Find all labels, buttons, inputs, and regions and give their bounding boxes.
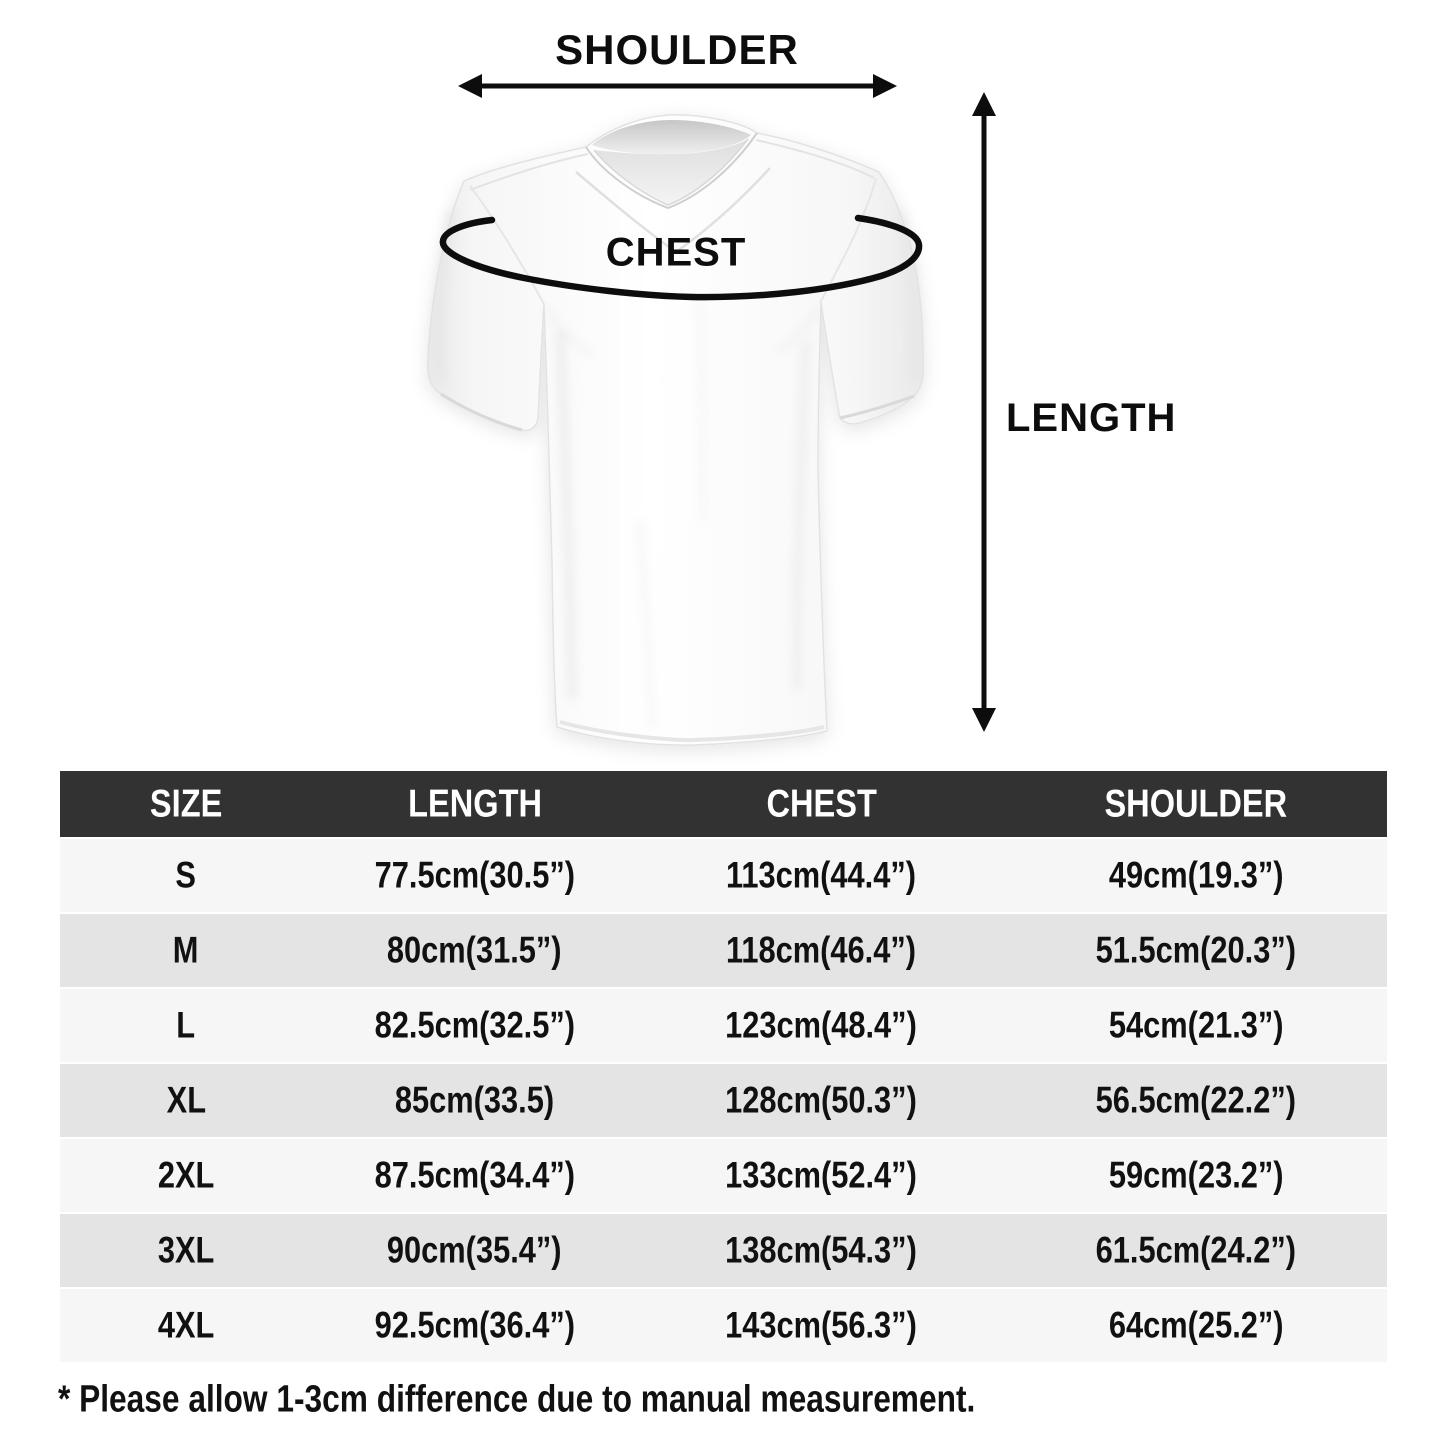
cell-size-text: 3XL [157,1229,215,1271]
cell-size: S [60,854,312,896]
chest-measure-tape [439,214,923,301]
cell-length-text: 92.5cm(36.4”) [374,1304,575,1346]
cell-length-text: 90cm(35.4”) [387,1229,562,1271]
cell-shoulder-text: 59cm(23.2”) [1108,1154,1284,1196]
cell-size-text: 2XL [157,1154,215,1196]
cell-chest: 143cm(56.3”) [637,1304,1005,1346]
cell-size-text: S [175,854,197,896]
cell-chest-text: 118cm(46.4”) [726,929,917,971]
cell-chest: 128cm(50.3”) [637,1079,1005,1121]
cell-chest-text: 128cm(50.3”) [725,1079,918,1121]
cell-length-text: 85cm(33.5) [395,1079,555,1121]
cell-shoulder: 51.5cm(20.3”) [1005,929,1387,971]
cell-size: L [60,1004,312,1046]
shirt-diagram-canvas [426,74,996,746]
cell-chest: 113cm(44.4”) [637,854,1005,896]
cell-length: 80cm(31.5”) [312,929,637,971]
cell-size: M [60,929,312,971]
cell-shoulder: 49cm(19.3”) [1005,854,1387,896]
size-table-body: S 77.5cm(30.5”) 113cm(44.4”) 49cm(19.3”)… [60,837,1387,1362]
cell-shoulder-text: 56.5cm(22.2”) [1096,1079,1297,1121]
shirt-measurement-diagram: SHOULDER CHEST LENGTH [426,26,1177,746]
shoulder-arrow [458,74,897,98]
column-header-chest: CHEST [637,781,1005,826]
cell-size: 2XL [60,1154,312,1196]
chest-label: CHEST [605,230,747,275]
cell-shoulder: 61.5cm(24.2”) [1005,1229,1387,1271]
cell-chest-text: 138cm(54.3”) [725,1229,918,1271]
cell-length: 77.5cm(30.5”) [312,854,637,896]
cell-length-text: 77.5cm(30.5”) [374,854,575,896]
table-row: S 77.5cm(30.5”) 113cm(44.4”) 49cm(19.3”) [60,837,1387,912]
table-row: 2XL 87.5cm(34.4”) 133cm(52.4”) 59cm(23.2… [60,1137,1387,1212]
size-table: SIZE LENGTH CHEST SHOULDER S 77.5cm(30.5… [60,771,1387,1362]
table-row: M 80cm(31.5”) 118cm(46.4”) 51.5cm(20.3”) [60,912,1387,987]
column-header-chest-label: CHEST [766,781,877,826]
cell-chest-text: 113cm(44.4”) [726,854,917,896]
column-header-size-label: SIZE [149,781,223,826]
cell-length: 85cm(33.5) [312,1079,637,1121]
column-header-length-label: LENGTH [407,781,542,826]
cell-chest: 138cm(54.3”) [637,1229,1005,1271]
fabric-folds [435,209,919,731]
column-header-shoulder: SHOULDER [1005,781,1387,826]
column-header-size: SIZE [60,781,312,826]
cell-shoulder-text: 64cm(25.2”) [1108,1304,1284,1346]
cell-size-text: 4XL [157,1304,215,1346]
cell-shoulder-text: 51.5cm(20.3”) [1096,929,1297,971]
collar [585,120,758,210]
cell-shoulder-text: 61.5cm(24.2”) [1096,1229,1297,1271]
cell-size: 4XL [60,1304,312,1346]
shoulder-label: SHOULDER [555,26,799,73]
size-table-header: SIZE LENGTH CHEST SHOULDER [60,771,1387,837]
cell-chest: 118cm(46.4”) [637,929,1005,971]
table-row: 4XL 92.5cm(36.4”) 143cm(56.3”) 64cm(25.2… [60,1287,1387,1362]
length-label: LENGTH [1006,396,1177,440]
cell-size: XL [60,1079,312,1121]
cell-chest: 133cm(52.4”) [637,1154,1005,1196]
table-row: 3XL 90cm(35.4”) 138cm(54.3”) 61.5cm(24.2… [60,1212,1387,1287]
cell-size-text: XL [166,1079,206,1121]
measurement-note-text: * Please allow 1-3cm difference due to m… [58,1376,976,1421]
cell-chest: 123cm(48.4”) [637,1004,1005,1046]
cell-length: 90cm(35.4”) [312,1229,637,1271]
column-header-length: LENGTH [312,781,637,826]
length-arrow [972,92,996,732]
cell-size-text: L [176,1004,196,1046]
cell-length-text: 82.5cm(32.5”) [374,1004,575,1046]
cell-length-text: 87.5cm(34.4”) [374,1154,575,1196]
cell-shoulder: 54cm(21.3”) [1005,1004,1387,1046]
table-row: XL 85cm(33.5) 128cm(50.3”) 56.5cm(22.2”) [60,1062,1387,1137]
cell-shoulder: 56.5cm(22.2”) [1005,1079,1387,1121]
cell-length: 92.5cm(36.4”) [312,1304,637,1346]
cell-shoulder: 64cm(25.2”) [1005,1304,1387,1346]
cell-shoulder-text: 54cm(21.3”) [1108,1004,1284,1046]
cell-chest-text: 133cm(52.4”) [725,1154,918,1196]
cell-size: 3XL [60,1229,312,1271]
seams [440,139,915,743]
table-row: L 82.5cm(32.5”) 123cm(48.4”) 54cm(21.3”) [60,987,1387,1062]
cell-chest-text: 123cm(48.4”) [725,1004,918,1046]
cell-length: 87.5cm(34.4”) [312,1154,637,1196]
cell-size-text: M [173,929,199,971]
cell-length-text: 80cm(31.5”) [387,929,562,971]
cell-shoulder: 59cm(23.2”) [1005,1154,1387,1196]
cell-length: 82.5cm(32.5”) [312,1004,637,1046]
cell-shoulder-text: 49cm(19.3”) [1108,854,1284,896]
shirt-graphic [426,114,924,746]
measurement-note: * Please allow 1-3cm difference due to m… [58,1376,1100,1421]
cell-chest-text: 143cm(56.3”) [725,1304,918,1346]
column-header-shoulder-label: SHOULDER [1104,781,1288,826]
